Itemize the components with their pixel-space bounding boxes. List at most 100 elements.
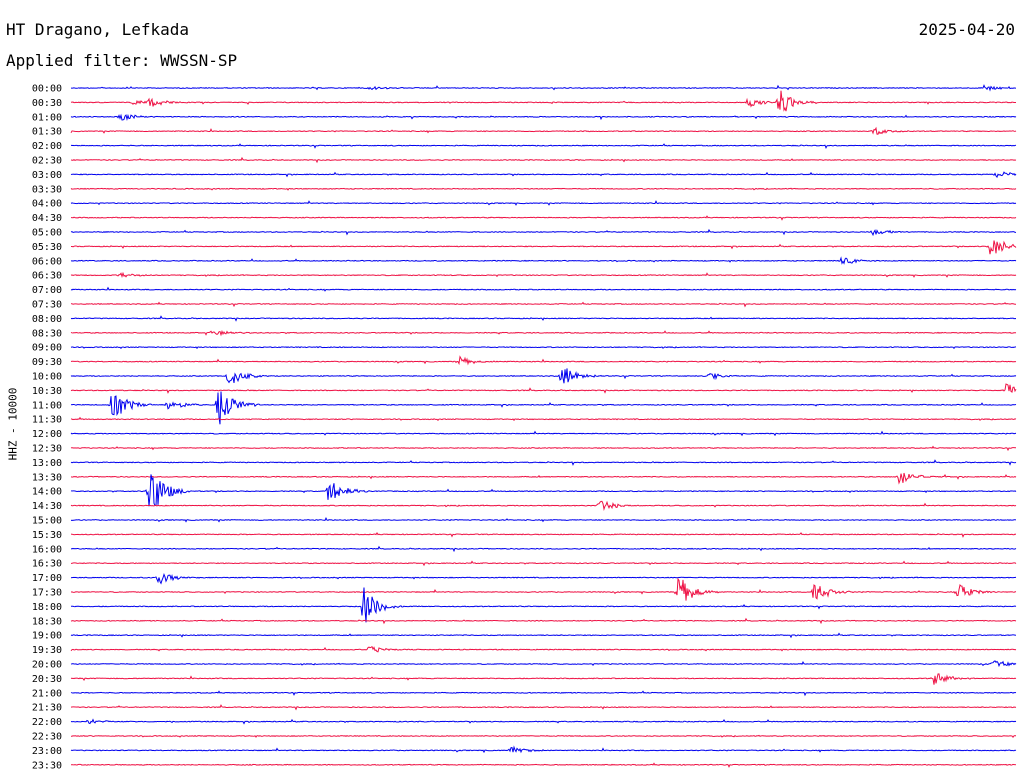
trace-0900 bbox=[70, 345, 1017, 350]
row-label-1730: 17:30 bbox=[32, 588, 62, 599]
trace-1330 bbox=[70, 472, 1017, 485]
trace-1400 bbox=[70, 474, 1017, 507]
trace-0200 bbox=[70, 143, 1017, 150]
row-label-2000: 20:00 bbox=[32, 660, 62, 671]
trace-0400 bbox=[70, 200, 1017, 206]
row-label-1230: 12:30 bbox=[32, 444, 62, 455]
trace-0000 bbox=[70, 84, 1017, 92]
row-label-1300: 13:00 bbox=[32, 458, 62, 469]
row-label-2130: 21:30 bbox=[32, 703, 62, 714]
row-label-0630: 06:30 bbox=[32, 271, 62, 282]
trace-1230 bbox=[70, 445, 1017, 452]
trace-2130 bbox=[70, 704, 1017, 711]
row-label-1200: 12:00 bbox=[32, 429, 62, 440]
trace-1030 bbox=[70, 383, 1017, 394]
row-label-1100: 11:00 bbox=[32, 400, 62, 411]
trace-1730 bbox=[70, 577, 1017, 601]
trace-2330 bbox=[70, 762, 1017, 768]
row-label-0800: 08:00 bbox=[32, 314, 62, 325]
trace-0930 bbox=[70, 355, 1017, 366]
trace-1130 bbox=[70, 416, 1017, 422]
row-label-1000: 10:00 bbox=[32, 372, 62, 383]
trace-2200 bbox=[70, 718, 1017, 725]
trace-1500 bbox=[70, 516, 1017, 523]
trace-0630 bbox=[70, 271, 1017, 279]
row-label-0730: 07:30 bbox=[32, 300, 62, 311]
row-label-0600: 06:00 bbox=[32, 256, 62, 267]
row-label-0930: 09:30 bbox=[32, 357, 62, 368]
row-label-0900: 09:00 bbox=[32, 343, 62, 354]
trace-2230 bbox=[70, 734, 1017, 738]
trace-0530 bbox=[70, 240, 1017, 255]
row-label-0330: 03:30 bbox=[32, 184, 62, 195]
row-label-2200: 22:00 bbox=[32, 717, 62, 728]
date-label: 2025-04-20 bbox=[918, 20, 1015, 39]
row-label-0230: 02:30 bbox=[32, 156, 62, 167]
row-label-0200: 02:00 bbox=[32, 141, 62, 152]
row-tick-labels: 00:00 00:30 01:00 01:30 02:00 02:30 03:00 03:30… bbox=[32, 84, 62, 772]
trace-0300 bbox=[70, 171, 1017, 179]
row-label-0530: 05:30 bbox=[32, 242, 62, 253]
trace-1700 bbox=[70, 573, 1017, 585]
row-label-1500: 15:00 bbox=[32, 516, 62, 527]
row-label-0030: 00:30 bbox=[32, 98, 62, 109]
row-label-1930: 19:30 bbox=[32, 645, 62, 656]
trace-2000 bbox=[70, 660, 1017, 668]
trace-0600 bbox=[70, 256, 1017, 265]
trace-1000 bbox=[70, 368, 1017, 384]
seismic-traces bbox=[70, 84, 1017, 768]
row-label-0000: 00:00 bbox=[32, 84, 62, 95]
trace-0800 bbox=[70, 315, 1017, 322]
trace-1600 bbox=[70, 545, 1017, 553]
trace-1800 bbox=[70, 587, 1017, 623]
trace-0130 bbox=[70, 126, 1017, 135]
row-label-1800: 18:00 bbox=[32, 602, 62, 613]
trace-2300 bbox=[70, 745, 1017, 754]
row-label-1430: 14:30 bbox=[32, 501, 62, 512]
row-label-2100: 21:00 bbox=[32, 688, 62, 699]
row-label-0700: 07:00 bbox=[32, 285, 62, 296]
trace-1630 bbox=[70, 560, 1017, 567]
trace-1830 bbox=[70, 617, 1017, 625]
row-label-1830: 18:30 bbox=[32, 616, 62, 627]
row-label-1700: 17:00 bbox=[32, 573, 62, 584]
row-label-2300: 23:00 bbox=[32, 746, 62, 757]
row-label-1630: 16:30 bbox=[32, 559, 62, 570]
row-label-1130: 11:30 bbox=[32, 415, 62, 426]
trace-0730 bbox=[70, 301, 1017, 308]
row-label-0130: 01:30 bbox=[32, 127, 62, 138]
trace-1200 bbox=[70, 430, 1017, 437]
trace-1900 bbox=[70, 632, 1017, 639]
trace-0230 bbox=[70, 156, 1017, 164]
trace-0700 bbox=[70, 286, 1017, 292]
row-label-0830: 08:30 bbox=[32, 328, 62, 339]
row-label-1600: 16:00 bbox=[32, 544, 62, 555]
trace-1430 bbox=[70, 500, 1017, 511]
row-label-1030: 10:30 bbox=[32, 386, 62, 397]
row-label-2030: 20:30 bbox=[32, 674, 62, 685]
trace-1100 bbox=[70, 391, 1017, 425]
row-label-0300: 03:00 bbox=[32, 170, 62, 181]
trace-0830 bbox=[70, 329, 1017, 337]
row-label-1900: 19:00 bbox=[32, 631, 62, 642]
station-title: HT Dragano, Lefkada bbox=[6, 20, 190, 39]
row-label-0100: 01:00 bbox=[32, 112, 62, 123]
trace-1930 bbox=[70, 646, 1017, 653]
trace-0430 bbox=[70, 215, 1017, 221]
trace-0500 bbox=[70, 228, 1017, 237]
row-label-1530: 15:30 bbox=[32, 530, 62, 541]
row-label-0500: 05:00 bbox=[32, 228, 62, 239]
trace-2030 bbox=[70, 673, 1017, 685]
row-label-2330: 23:30 bbox=[32, 760, 62, 771]
row-label-0430: 04:30 bbox=[32, 213, 62, 224]
trace-2100 bbox=[70, 690, 1017, 697]
trace-0030 bbox=[70, 90, 1017, 112]
row-label-0400: 04:00 bbox=[32, 199, 62, 210]
row-label-1400: 14:00 bbox=[32, 487, 62, 498]
trace-0330 bbox=[70, 187, 1017, 191]
row-label-2230: 22:30 bbox=[32, 732, 62, 743]
row-label-1330: 13:30 bbox=[32, 472, 62, 483]
filter-label: Applied filter: WWSSN-SP bbox=[6, 51, 238, 70]
trace-0100 bbox=[70, 113, 1017, 122]
